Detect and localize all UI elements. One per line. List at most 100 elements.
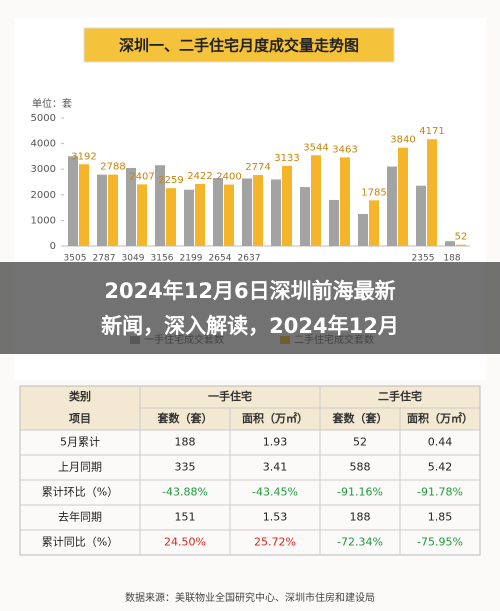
header-cell: 面积（万㎡）	[407, 411, 473, 425]
bar	[68, 156, 78, 246]
bar	[242, 178, 252, 246]
bar	[108, 174, 118, 246]
header-cell: 一手住宅	[208, 389, 252, 403]
value-label: 2407	[129, 171, 154, 182]
bar	[445, 241, 455, 246]
bar	[329, 199, 339, 246]
bar	[224, 184, 234, 246]
banner-line: 新闻，深入解读，2024年12月	[101, 314, 399, 338]
value-label: 3133	[274, 153, 299, 164]
y-tick-label: 0	[50, 241, 56, 252]
y-tick-label: 3000	[31, 164, 56, 175]
value-label: 1785	[361, 187, 386, 198]
table-cell: 588	[350, 461, 371, 474]
table-cell: -43.88%	[162, 486, 208, 499]
table-cell: 1.93	[263, 436, 288, 449]
bar	[456, 244, 466, 246]
table-cell: 24.50%	[164, 536, 206, 549]
header-cell: 类别	[69, 389, 91, 403]
value-label: 3156	[151, 254, 174, 264]
table-cell: -72.34%	[337, 536, 383, 549]
value-label: 2259	[158, 175, 183, 186]
value-label: 2355	[412, 254, 435, 264]
value-label: 3840	[390, 135, 415, 146]
bar	[416, 185, 426, 246]
bar	[126, 167, 136, 246]
value-label: 2788	[100, 162, 125, 173]
value-label: 2774	[245, 162, 270, 173]
value-label: 52	[455, 232, 468, 243]
table-border	[19, 385, 481, 556]
value-label: 2787	[93, 254, 116, 264]
header-cell: 套数（套）	[158, 411, 213, 425]
bar	[300, 187, 310, 246]
value-label: 2400	[216, 172, 241, 183]
bar	[79, 164, 89, 246]
y-tick-label: 5000	[31, 113, 56, 124]
bar	[195, 183, 205, 246]
table-cell: 0.44	[428, 436, 453, 449]
header-cell: 套数（套）	[333, 411, 388, 425]
chart-title: 深圳一、二手住宅月度成交量走势图	[119, 37, 359, 55]
bar	[184, 189, 194, 246]
table-cell: 上月同期	[58, 461, 102, 474]
value-label: 2199	[180, 254, 203, 264]
value-label: 3463	[332, 144, 357, 155]
value-label: 4171	[419, 126, 444, 137]
header-cell: 二手住宅	[378, 389, 422, 403]
value-label: 2654	[209, 254, 232, 264]
value-label: 3505	[64, 254, 87, 264]
table-cell: 25.72%	[254, 536, 296, 549]
bar	[340, 157, 350, 246]
table-cell: 3.41	[263, 461, 288, 474]
bar	[271, 179, 281, 246]
table-cell: -91.16%	[337, 486, 383, 499]
value-label: 3049	[122, 254, 145, 264]
y-axis-label: 单位：套	[32, 97, 72, 110]
table-cell: 188	[175, 436, 196, 449]
bar	[253, 174, 263, 246]
value-label: 2637	[238, 254, 261, 264]
table-cell: 累计同比（%）	[42, 536, 118, 549]
banner: 2024年12月6日深圳前海最新 新闻，深入解读，2024年12月	[0, 262, 500, 354]
table-cell: 5月累计	[60, 436, 100, 449]
bar	[137, 184, 147, 246]
bar	[427, 139, 437, 246]
value-label: 3192	[71, 151, 96, 162]
table-cell: 52	[353, 436, 367, 449]
value-label: 188	[443, 254, 460, 264]
table-cell: 188	[350, 511, 371, 524]
title-box	[83, 27, 395, 63]
y-tick-label: 1000	[31, 215, 56, 226]
table-cell: 151	[175, 511, 196, 524]
table-cell: 335	[175, 461, 196, 474]
table-cell: 累计环比（%）	[42, 486, 118, 499]
bar	[282, 165, 292, 246]
table-cell: 去年同期	[58, 510, 102, 524]
table-cell: 1.85	[428, 511, 453, 524]
source: 数据来源：美联物业全国研究中心、深圳市住房和建设局	[125, 591, 375, 604]
bar	[398, 147, 408, 246]
banner-line: 2024年12月6日深圳前海最新	[104, 279, 395, 303]
value-label: 3544	[303, 142, 328, 153]
banner-bg	[0, 262, 500, 354]
y-tick-label: 2000	[31, 190, 56, 201]
bar	[369, 200, 379, 246]
table-cell: -43.45%	[252, 486, 298, 499]
value-label: 2422	[187, 171, 212, 182]
y-tick-label: 4000	[31, 139, 56, 150]
bar	[387, 166, 397, 246]
bar	[155, 165, 165, 246]
table-cell: -75.95%	[417, 536, 463, 549]
table-cell: 5.42	[428, 461, 453, 474]
bar	[97, 174, 107, 246]
table-cell: -91.78%	[417, 486, 463, 499]
bar	[166, 188, 176, 246]
bar	[213, 178, 223, 246]
header-cell: 面积（万㎡）	[242, 411, 308, 425]
bar	[358, 214, 368, 246]
bar	[311, 155, 321, 246]
header-cell: 项目	[69, 412, 91, 425]
